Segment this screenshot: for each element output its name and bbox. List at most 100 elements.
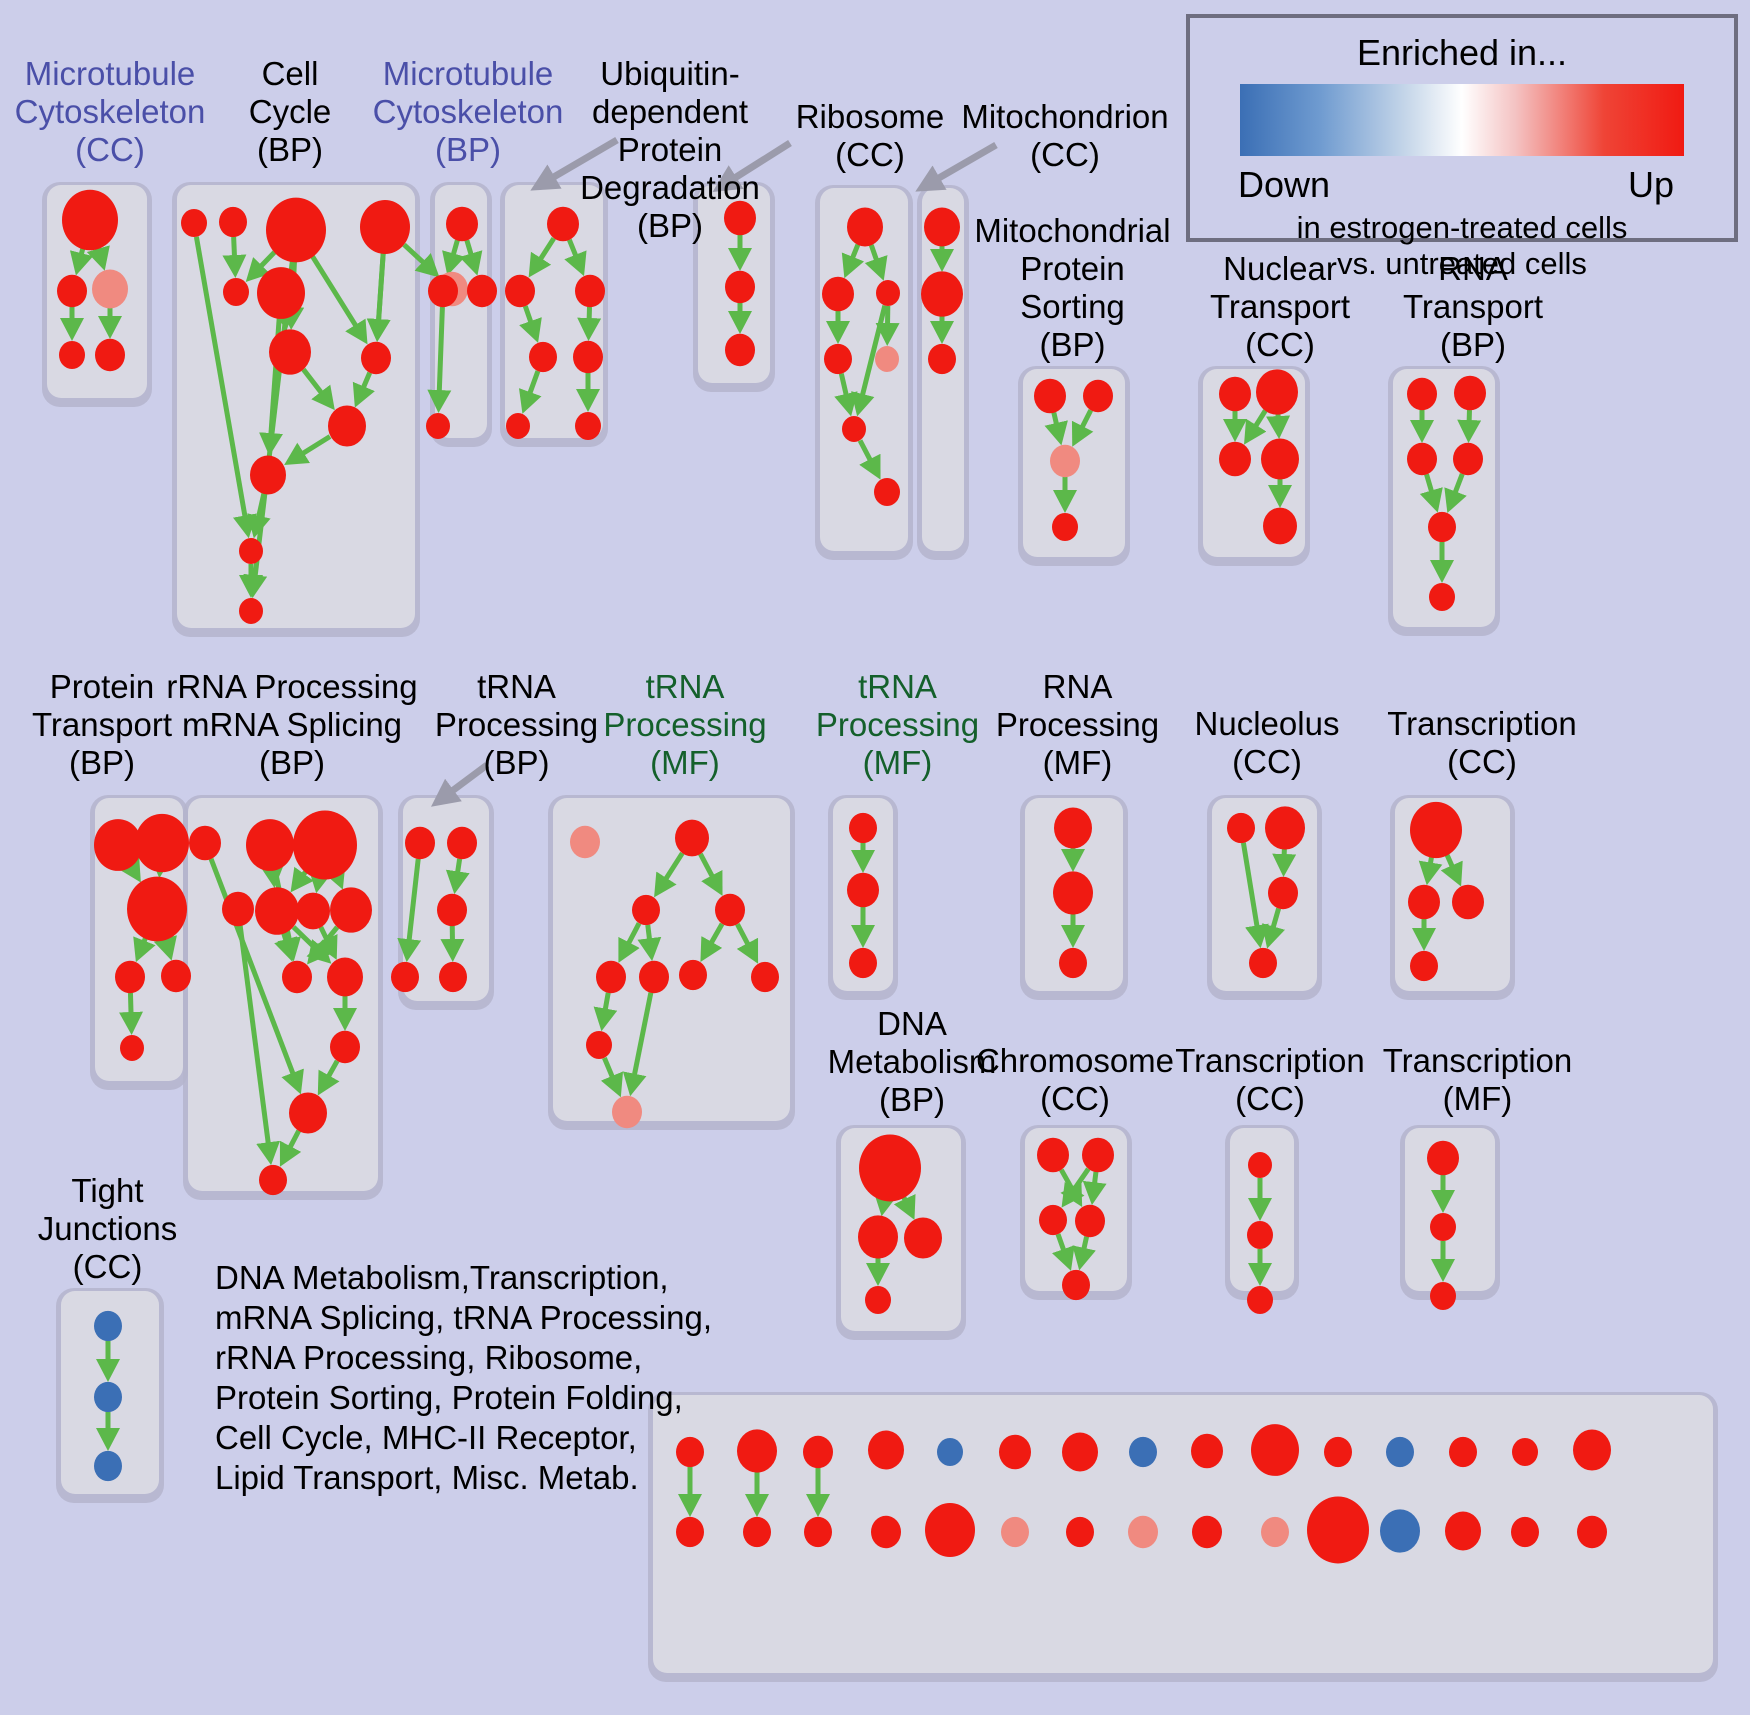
node-protein-transport-bp-2[interactable]	[127, 876, 187, 942]
node-misc-wide-cluster-9[interactable]	[1251, 1424, 1299, 1476]
node-rrna-mrna-splicing-bp-9[interactable]	[330, 1030, 360, 1064]
node-misc-wide-cluster-10[interactable]	[1324, 1436, 1352, 1468]
node-trna-processing-mf-1-5[interactable]	[639, 960, 669, 994]
node-rrna-mrna-splicing-bp-6[interactable]	[330, 887, 372, 933]
node-trna-processing-bp-0[interactable]	[405, 826, 435, 860]
node-cell-cycle-bp-4[interactable]	[223, 277, 249, 307]
node-ubiquitin-degradation-bp-left-6[interactable]	[575, 411, 601, 441]
node-cell-cycle-bp-11[interactable]	[239, 538, 263, 564]
node-cell-cycle-bp-6[interactable]	[436, 271, 468, 307]
node-trna-processing-mf-1-4[interactable]	[596, 960, 626, 994]
node-rna-processing-mf-0[interactable]	[1054, 807, 1092, 849]
node-cell-cycle-bp-7[interactable]	[269, 329, 311, 375]
node-rna-transport-bp-3[interactable]	[1453, 442, 1483, 476]
node-trna-processing-mf-1-2[interactable]	[632, 894, 660, 926]
node-cell-cycle-bp-8[interactable]	[361, 341, 391, 375]
node-rrna-mrna-splicing-bp-0[interactable]	[189, 825, 221, 861]
node-rna-transport-bp-1[interactable]	[1454, 375, 1486, 411]
node-nuclear-transport-cc-2[interactable]	[1219, 441, 1251, 477]
node-misc-wide-cluster-2[interactable]	[803, 1435, 833, 1469]
node-ubiquitin-degradation-bp-left-3[interactable]	[529, 341, 557, 373]
node-ribosome-cc-3[interactable]	[824, 343, 852, 375]
node-rna-transport-bp-4[interactable]	[1428, 511, 1456, 543]
node-protein-transport-bp-5[interactable]	[120, 1035, 144, 1061]
node-protein-transport-bp-4[interactable]	[161, 959, 191, 993]
node-nucleolus-cc-3[interactable]	[1249, 947, 1277, 979]
node-misc-wide-cluster-12[interactable]	[1449, 1436, 1477, 1468]
node-trna-processing-bp-2[interactable]	[437, 893, 467, 927]
node-mitochondrial-protein-sorting-bp-3[interactable]	[1052, 512, 1078, 542]
node-rrna-mrna-splicing-bp-4[interactable]	[255, 887, 299, 935]
node-cell-cycle-bp-10[interactable]	[250, 455, 286, 495]
node-transcription-mf-2[interactable]	[1430, 1281, 1456, 1311]
node-protein-transport-bp-3[interactable]	[115, 960, 145, 994]
node-transcription-mf-1[interactable]	[1430, 1212, 1456, 1242]
node-protein-transport-bp-0[interactable]	[94, 819, 142, 871]
node-tight-junctions-cc-2[interactable]	[94, 1450, 122, 1482]
node-transcription-cc-bottom-1[interactable]	[1247, 1220, 1273, 1250]
node-nuclear-transport-cc-0[interactable]	[1219, 376, 1251, 412]
node-microtubule-cytoskeleton-bp-2[interactable]	[467, 274, 497, 308]
node-misc-wide-cluster-23[interactable]	[1192, 1515, 1222, 1549]
node-mitochondrial-protein-sorting-bp-0[interactable]	[1034, 378, 1066, 414]
node-misc-wide-cluster-6[interactable]	[1062, 1432, 1098, 1472]
node-misc-wide-cluster-28[interactable]	[1511, 1516, 1539, 1548]
node-misc-wide-cluster-15[interactable]	[676, 1516, 704, 1548]
node-transcription-cc-top-2[interactable]	[1452, 884, 1484, 920]
node-dna-metabolism-bp-3[interactable]	[865, 1285, 891, 1315]
node-misc-wide-cluster-21[interactable]	[1066, 1516, 1094, 1548]
node-rrna-mrna-splicing-bp-5[interactable]	[296, 892, 330, 930]
node-trna-processing-mf-1-0[interactable]	[570, 825, 600, 859]
node-mitochondrion-cc-1[interactable]	[921, 271, 963, 317]
node-nucleolus-cc-1[interactable]	[1265, 806, 1305, 850]
node-mitochondrion-cc-0[interactable]	[924, 207, 960, 247]
node-ubiquitin-degradation-bp-left-1[interactable]	[505, 274, 535, 308]
node-microtubule-cytoskeleton-cc-3[interactable]	[59, 340, 85, 370]
node-misc-wide-cluster-18[interactable]	[871, 1515, 901, 1549]
node-misc-wide-cluster-24[interactable]	[1261, 1516, 1289, 1548]
node-microtubule-cytoskeleton-bp-3[interactable]	[426, 413, 450, 439]
node-rna-processing-mf-2[interactable]	[1059, 947, 1087, 979]
node-misc-wide-cluster-17[interactable]	[804, 1516, 832, 1548]
node-rrna-mrna-splicing-bp-11[interactable]	[259, 1164, 287, 1196]
node-cell-cycle-bp-12[interactable]	[239, 598, 263, 624]
node-misc-wide-cluster-25[interactable]	[1307, 1496, 1369, 1564]
node-misc-wide-cluster-3[interactable]	[868, 1430, 904, 1470]
node-misc-wide-cluster-1[interactable]	[737, 1429, 777, 1473]
node-ubiquitin-degradation-bp-left-5[interactable]	[506, 413, 530, 439]
node-rna-transport-bp-2[interactable]	[1407, 442, 1437, 476]
node-trna-processing-mf-1-3[interactable]	[715, 893, 745, 927]
node-chromosome-cc-4[interactable]	[1062, 1269, 1090, 1301]
node-misc-wide-cluster-27[interactable]	[1445, 1511, 1481, 1551]
node-ribosome-cc-0[interactable]	[847, 207, 883, 247]
node-misc-wide-cluster-22[interactable]	[1128, 1515, 1158, 1549]
node-ribosome-cc-5[interactable]	[842, 416, 866, 442]
node-chromosome-cc-0[interactable]	[1037, 1137, 1069, 1173]
node-ribosome-cc-6[interactable]	[874, 477, 900, 507]
node-ubiquitin-degradation-bp-left-4[interactable]	[573, 340, 603, 374]
node-misc-wide-cluster-16[interactable]	[743, 1516, 771, 1548]
node-trna-processing-bp-4[interactable]	[439, 961, 467, 993]
node-trna-processing-mf-1-7[interactable]	[751, 961, 779, 993]
node-ribosome-cc-2[interactable]	[876, 280, 900, 306]
node-trna-processing-mf-2-2[interactable]	[849, 947, 877, 979]
node-dna-metabolism-bp-2[interactable]	[904, 1217, 942, 1259]
node-nuclear-transport-cc-3[interactable]	[1261, 438, 1299, 480]
node-chromosome-cc-2[interactable]	[1039, 1204, 1067, 1236]
node-transcription-cc-bottom-2[interactable]	[1247, 1285, 1273, 1315]
node-cell-cycle-bp-1[interactable]	[219, 206, 247, 238]
node-trna-processing-mf-1-6[interactable]	[679, 959, 707, 991]
node-trna-processing-mf-1-9[interactable]	[612, 1095, 642, 1129]
node-trna-processing-bp-1[interactable]	[447, 826, 477, 860]
node-trna-processing-mf-2-0[interactable]	[849, 812, 877, 844]
node-ribosome-cc-4[interactable]	[875, 346, 899, 372]
node-cell-cycle-bp-3[interactable]	[360, 200, 410, 254]
node-misc-wide-cluster-7[interactable]	[1129, 1436, 1157, 1468]
node-rrna-mrna-splicing-bp-7[interactable]	[282, 960, 312, 994]
node-misc-wide-cluster-13[interactable]	[1512, 1437, 1538, 1467]
node-trna-processing-mf-1-1[interactable]	[675, 819, 709, 857]
node-trna-processing-mf-2-1[interactable]	[847, 872, 879, 908]
node-mitochondrion-cc-2[interactable]	[928, 343, 956, 375]
node-misc-wide-cluster-8[interactable]	[1191, 1433, 1223, 1469]
node-nucleolus-cc-2[interactable]	[1268, 876, 1298, 910]
